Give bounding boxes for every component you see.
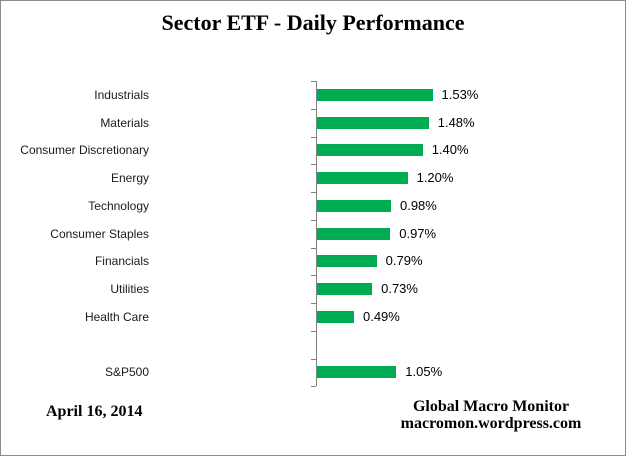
performance-bar: [317, 227, 391, 240]
chart-title: Sector ETF - Daily Performance: [161, 10, 465, 35]
performance-bar: [317, 144, 423, 157]
axis-tick: [311, 136, 316, 138]
category-label: Technology: [88, 198, 149, 213]
value-label: 1.40%: [431, 142, 469, 158]
performance-bar: [317, 283, 373, 296]
category-label: Consumer Staples: [50, 226, 149, 241]
axis-tick: [311, 108, 316, 110]
category-axis-line: [316, 81, 317, 386]
axis-tick: [311, 386, 316, 388]
category-label: Financials: [94, 254, 149, 269]
axis-tick: [311, 219, 316, 221]
performance-bar: [317, 310, 354, 323]
axis-tick: [311, 330, 316, 332]
value-label: 0.49%: [362, 308, 400, 324]
source-attribution: Global Macro Monitor macromon.wordpress.…: [391, 398, 591, 432]
axis-tick: [311, 81, 316, 82]
axis-tick: [311, 164, 316, 166]
category-label: Energy: [110, 171, 149, 186]
axis-tick: [311, 275, 316, 277]
value-label: 1.48%: [437, 114, 475, 130]
source-url: macromon.wordpress.com: [400, 415, 582, 432]
axis-tick: [311, 358, 316, 360]
value-label: 1.20%: [416, 170, 454, 186]
category-label: Materials: [100, 115, 149, 130]
axis-tick: [311, 192, 316, 193]
source-name: Global Macro Monitor: [412, 398, 570, 415]
value-label: 1.05%: [405, 364, 443, 380]
value-label: 1.53%: [441, 86, 479, 102]
category-label: S&P500: [104, 365, 149, 380]
category-label: Consumer Discretionary: [20, 143, 149, 158]
category-label: Health Care: [84, 309, 149, 324]
category-label: Industrials: [94, 87, 149, 102]
performance-bar: [317, 199, 391, 212]
value-label: 0.73%: [381, 281, 418, 297]
performance-bar: [317, 366, 397, 379]
chart-date: April 16, 2014: [46, 403, 143, 420]
performance-bar: [317, 88, 433, 101]
category-label: Utilities: [110, 282, 149, 297]
value-label: 0.79%: [385, 253, 423, 269]
axis-tick: [311, 303, 316, 304]
performance-bar: [317, 255, 377, 268]
performance-bar: [317, 116, 429, 129]
value-label: 0.98%: [399, 197, 437, 213]
axis-tick: [311, 247, 316, 249]
performance-bar: [317, 172, 408, 185]
value-label: 0.97%: [399, 225, 437, 241]
